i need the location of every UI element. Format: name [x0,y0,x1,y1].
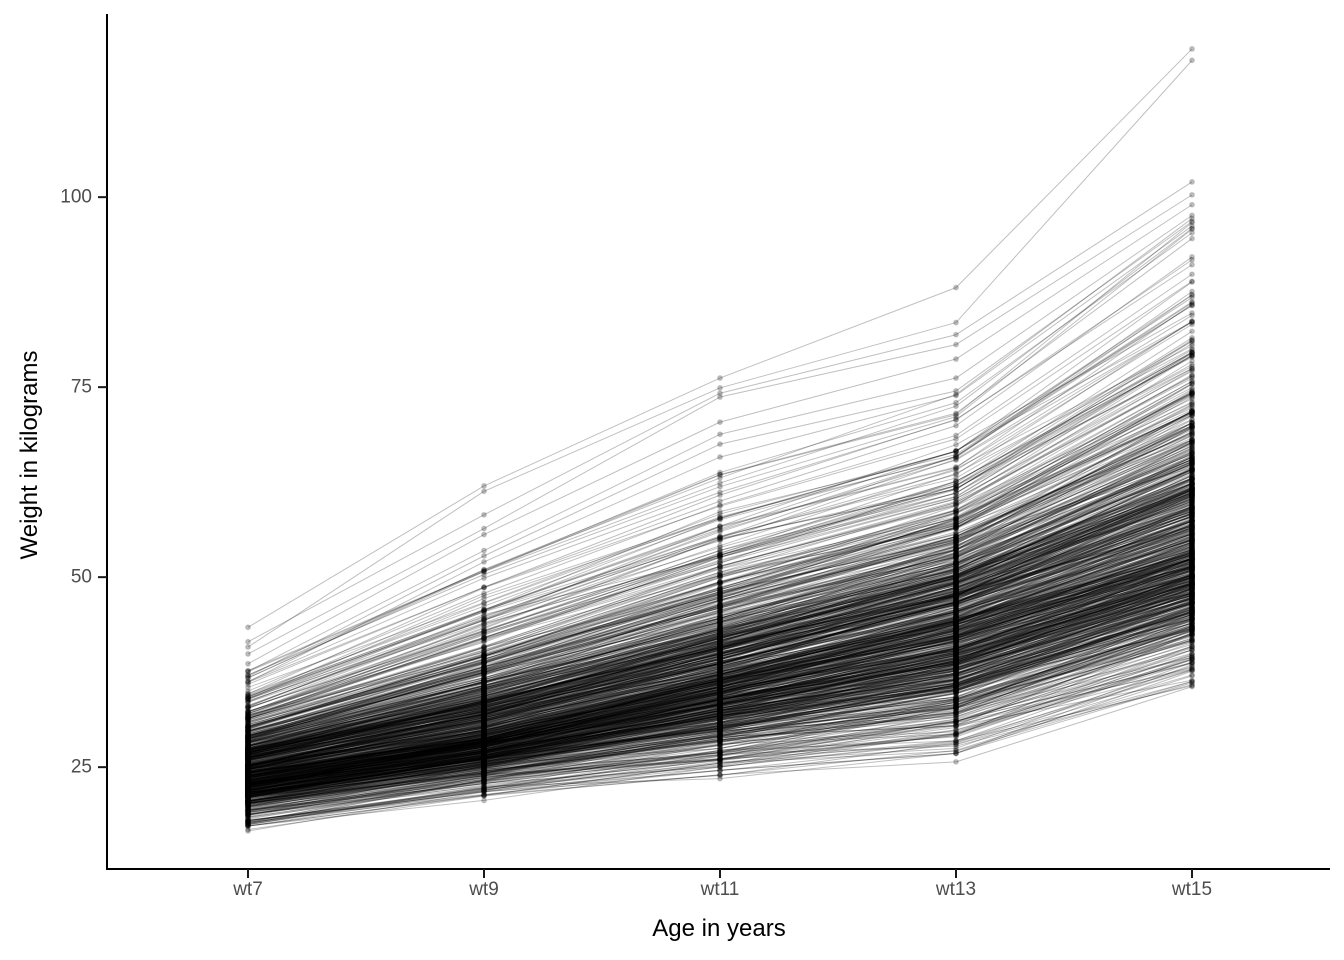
y-tick-label: 100 [60,186,92,208]
x-axis-title: Age in years [652,915,786,942]
x-tick-label: wt13 [935,879,977,900]
x-tick-label: wt11 [700,879,740,900]
x-tick-label: wt9 [469,879,499,900]
y-tick-label: 25 [70,756,92,778]
y-tick-label: 75 [70,376,92,398]
x-tick-label: wt15 [1171,879,1213,900]
y-axis-title: Weight in kilograms [16,350,43,560]
y-tick-label: 50 [70,566,92,588]
x-tick-label: wt7 [233,879,263,900]
